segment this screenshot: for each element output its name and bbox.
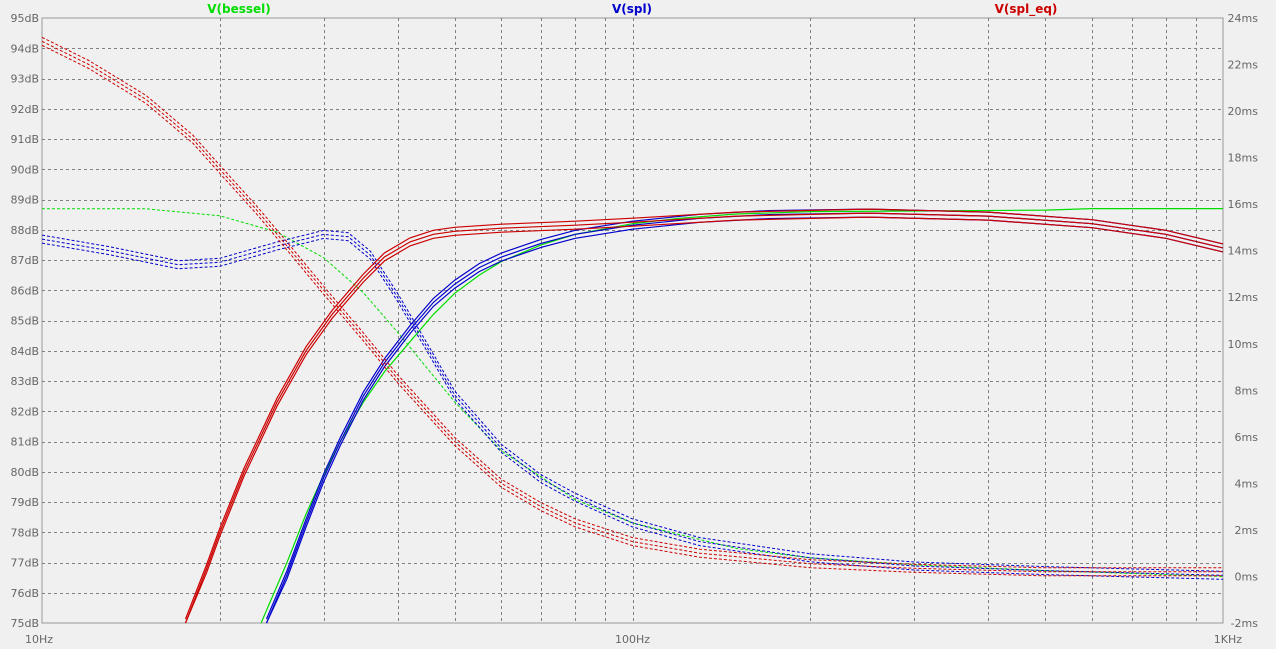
series-v-spl-eq-group-delay[interactable] — [41, 44, 1223, 577]
y-left-tick-label: 80dB — [10, 466, 39, 479]
y-left-tick-label: 78dB — [10, 526, 39, 539]
y-right-tick-label: 12ms — [1228, 291, 1259, 304]
y-right-tick-label: 4ms — [1235, 477, 1259, 490]
series-v-spl-group-delay[interactable] — [41, 233, 1224, 576]
y-left-tick-label: 83dB — [10, 375, 39, 388]
series-v-spl-eq-group-delay[interactable] — [41, 36, 1223, 569]
y-right-tick-label: -2ms — [1231, 617, 1259, 630]
y-left-tick-label: 94dB — [10, 42, 39, 55]
series-layer — [41, 36, 1224, 624]
series-v-spl-eq-magnitude[interactable] — [184, 212, 1224, 624]
series-v-bessel-group-delay[interactable] — [42, 208, 1224, 577]
y-left-tick-label: 86dB — [10, 284, 39, 297]
y-left-tick-label: 95dB — [10, 12, 39, 25]
legend: V(bessel) V(spl) V(spl_eq) — [207, 2, 1057, 17]
y-left-tick-label: 92dB — [10, 103, 39, 116]
y-left-tick-label: 76dB — [10, 587, 39, 600]
y-right-tick-label: 14ms — [1228, 245, 1259, 258]
y-left-tick-label: 87dB — [10, 254, 39, 267]
plot-area[interactable] — [41, 17, 1224, 624]
y-left-tick-label: 91dB — [10, 133, 39, 146]
y-right-tick-label: 10ms — [1228, 338, 1259, 351]
series-v-spl-eq-magnitude[interactable] — [184, 216, 1224, 624]
y-right-tick-label: 22ms — [1228, 59, 1259, 72]
y-left-tick-label: 77dB — [10, 557, 39, 570]
y-right-tick-label: 8ms — [1235, 384, 1259, 397]
y-left-tick-label: 82dB — [10, 405, 39, 418]
y-right-tick-label: 0ms — [1235, 570, 1259, 583]
legend-v-bessel[interactable]: V(bessel) — [207, 2, 271, 16]
axis-labels: 95dB 94dB 93dB 92dB 91dB 90dB 89dB 88dB 87dB 86dB… — [10, 12, 1258, 646]
y-left-tick-label: 90dB — [10, 163, 39, 176]
legend-v-spl-eq[interactable]: V(spl_eq) — [995, 2, 1058, 17]
y-left-tick-label: 81dB — [10, 436, 39, 449]
y-left-tick-label: 79dB — [10, 496, 39, 509]
y-left-tick-label: 85dB — [10, 315, 39, 328]
y-left-tick-label: 93dB — [10, 73, 39, 86]
series-v-bessel-magnitude[interactable] — [260, 208, 1223, 624]
y-right-tick-label: 6ms — [1235, 431, 1259, 444]
y-right-tick-label: 18ms — [1228, 152, 1259, 165]
y-left-tick-label: 75dB — [10, 617, 39, 630]
y-right-tick-label: 20ms — [1228, 105, 1259, 118]
y-right-tick-label: 2ms — [1235, 524, 1259, 537]
y-right-tick-label: 24ms — [1228, 12, 1259, 25]
y-left-tick-label: 84dB — [10, 345, 39, 358]
series-v-spl-eq-group-delay[interactable] — [41, 40, 1223, 573]
x-tick-label: 100Hz — [615, 633, 650, 646]
legend-v-spl[interactable]: V(spl) — [612, 2, 652, 16]
x-tick-label: 10Hz — [25, 633, 53, 646]
y-right-tick-label: 16ms — [1228, 198, 1259, 211]
series-v-spl-eq-magnitude[interactable] — [184, 208, 1224, 620]
y-left-tick-label: 89dB — [10, 194, 39, 207]
y-left-tick-label: 88dB — [10, 224, 39, 237]
series-v-spl-group-delay[interactable] — [41, 229, 1224, 572]
series-v-spl-group-delay[interactable] — [41, 237, 1224, 580]
x-tick-label: 1KHz — [1214, 633, 1242, 646]
